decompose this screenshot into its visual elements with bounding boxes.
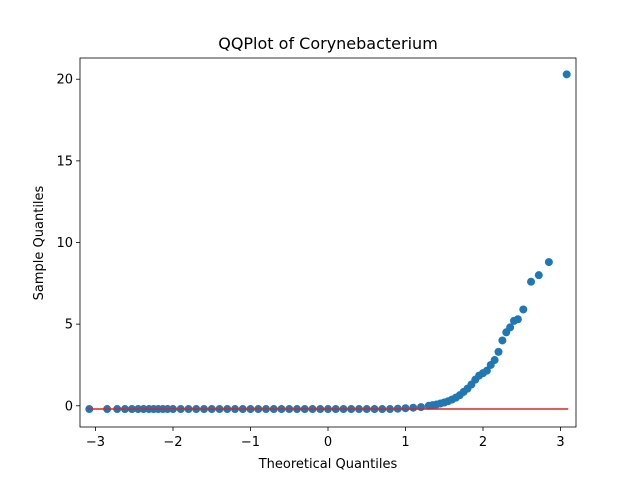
data-point: [544, 258, 553, 267]
x-axis-ticks: −3 −2 −1 0 1 2 3: [86, 427, 565, 450]
y-axis-label: Sample Quantiles: [32, 185, 47, 300]
data-point: [519, 305, 528, 314]
data-point: [562, 70, 571, 79]
data-points: [85, 70, 571, 414]
x-tick-label: 1: [401, 435, 409, 450]
data-point: [417, 403, 425, 412]
data-point: [527, 277, 536, 286]
x-tick-label: −1: [241, 435, 260, 450]
data-point: [409, 403, 418, 412]
y-tick-label: 5: [65, 318, 73, 333]
data-point: [401, 404, 410, 413]
x-tick-label: 0: [324, 435, 332, 450]
data-point: [506, 323, 515, 332]
data-point: [494, 347, 503, 356]
data-point: [498, 336, 507, 345]
y-tick-label: 0: [65, 399, 73, 414]
data-point: [513, 315, 522, 324]
data-point: [482, 366, 491, 375]
y-tick-label: 20: [56, 73, 73, 88]
x-tick-label: 3: [556, 435, 564, 450]
y-tick-label: 15: [56, 154, 73, 169]
x-axis-label: Theoretical Quantiles: [258, 457, 398, 472]
x-tick-label: −2: [163, 435, 182, 450]
x-tick-label: 2: [479, 435, 487, 450]
x-tick-label: −3: [86, 435, 105, 450]
data-point: [534, 271, 543, 280]
y-axis-ticks: 0 5 10 15 20: [56, 73, 80, 414]
y-tick-label: 10: [56, 236, 73, 251]
data-point: [490, 356, 499, 365]
chart-title: QQPlot of Corynebacterium: [218, 34, 438, 53]
